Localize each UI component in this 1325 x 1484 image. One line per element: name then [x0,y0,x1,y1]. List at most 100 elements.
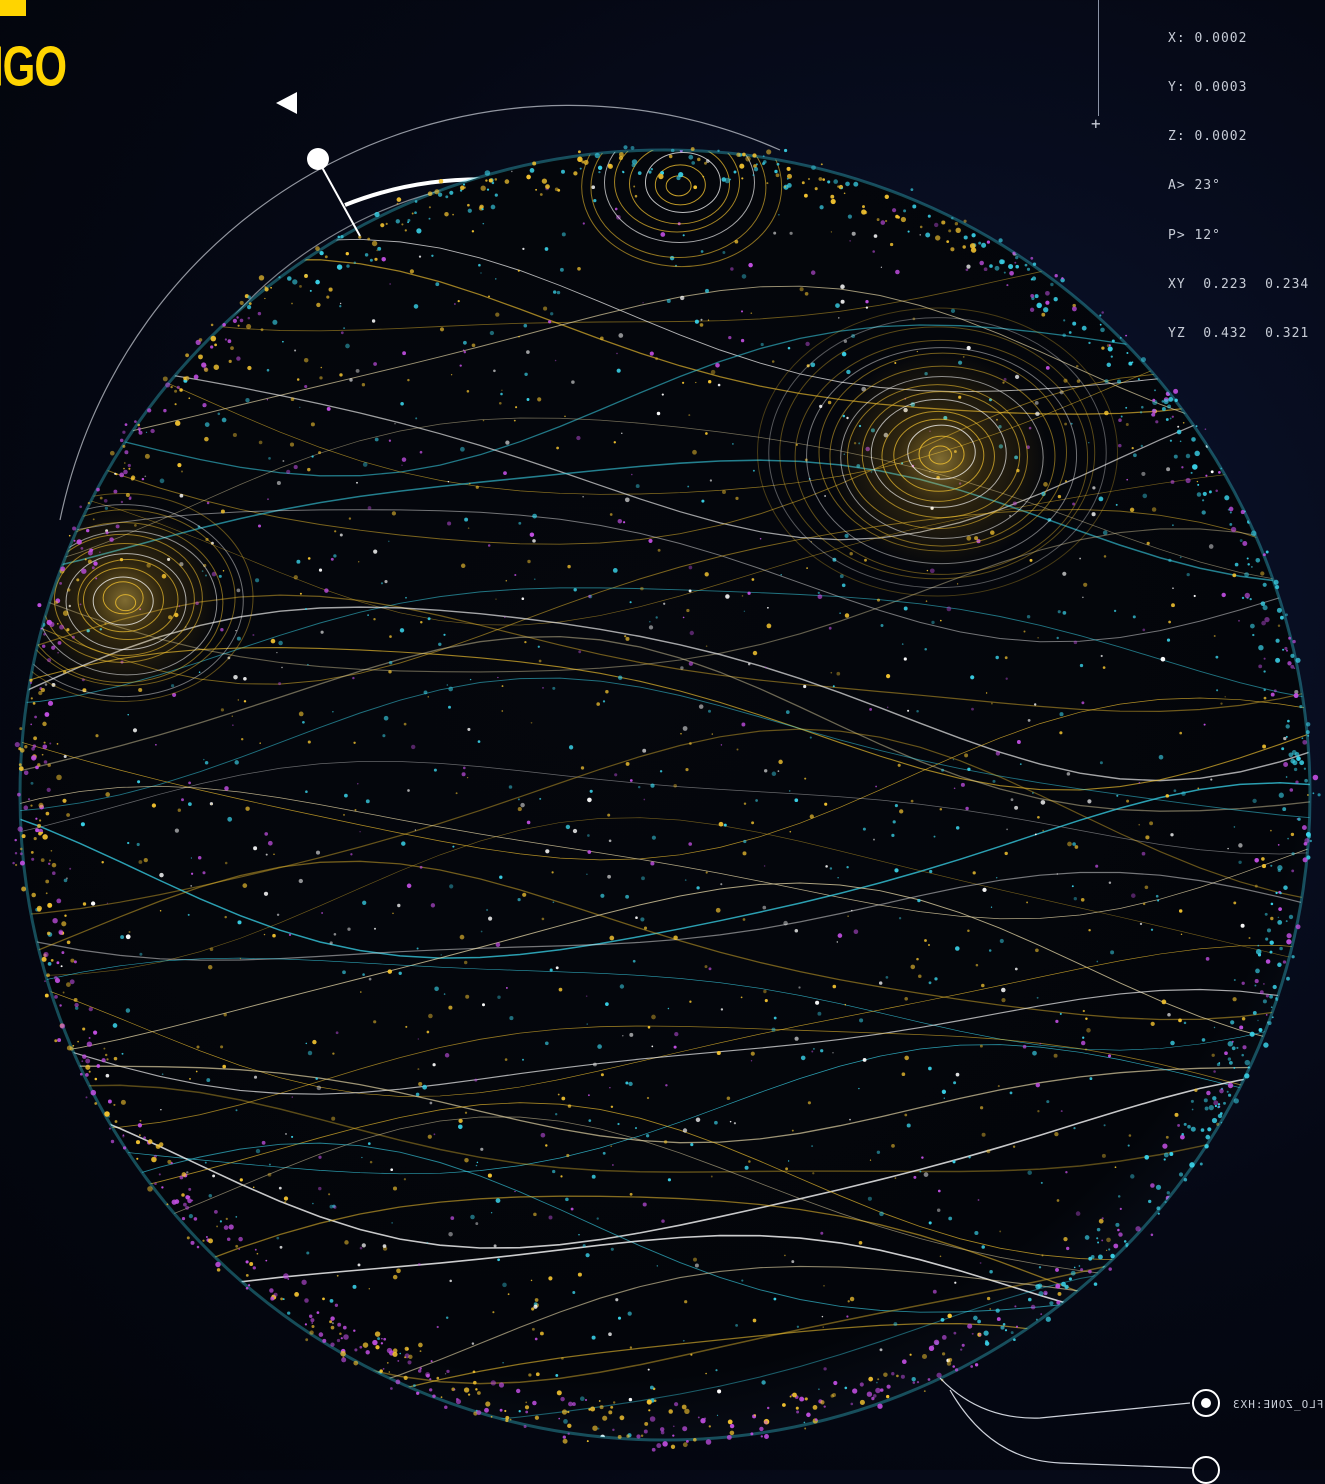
particle [1086,1028,1091,1033]
particle [1203,1098,1208,1103]
readout-line-yz: YZ 0.432 0.321 [1168,326,1310,342]
particle [748,1160,751,1163]
particle [1257,944,1260,947]
rim-particle [95,577,98,580]
particle [548,1276,553,1281]
particle [824,495,827,497]
rim-particle [109,537,114,542]
node-dot-icon[interactable] [307,148,329,170]
rim-particle [1139,411,1143,414]
vortex-ring [840,375,1044,539]
particle [436,1325,439,1329]
particle [1063,1236,1068,1242]
rim-particle [1174,398,1178,402]
particle [1144,885,1149,890]
play-triangle-icon[interactable] [276,92,297,114]
rim-particle [1244,592,1251,599]
rim-particle [128,497,132,500]
particle [188,781,191,785]
particle [212,1174,216,1178]
rim-particle [46,931,51,936]
particle [1073,1127,1076,1130]
particle [841,351,847,357]
particle [589,789,593,793]
rim-particle [44,993,49,998]
rim-particle [43,741,46,744]
vortex-ring [53,542,195,656]
rim-particle [1108,344,1111,347]
particle [278,640,283,646]
particle [310,422,315,427]
particle [965,268,969,272]
rim-particle [198,354,203,360]
particle [44,683,48,686]
particle [629,1192,633,1196]
particle [778,759,783,765]
particle [1150,1021,1155,1027]
particle [990,702,993,705]
rim-particle [1101,311,1104,314]
particle [305,790,308,793]
rim-particle [203,367,209,372]
rim-particle [833,1380,838,1386]
rim-particle [1176,429,1182,435]
particle [814,187,818,191]
particle [511,170,513,173]
particle [829,867,833,870]
rim-particle [724,177,731,184]
particle [879,1211,884,1217]
rim-particle [907,230,910,233]
rim-particle [94,1102,98,1105]
target-node-icon[interactable] [1192,1389,1220,1417]
particle [892,208,897,213]
particle [679,150,683,153]
particle [849,240,851,242]
rim-particle [23,805,29,810]
particle [1062,611,1067,615]
rim-particle [1255,968,1260,974]
particle [919,1170,922,1173]
rim-particle [1012,251,1016,255]
target-node-icon-secondary[interactable] [1192,1456,1220,1484]
particle [649,351,654,356]
particle [1103,555,1107,558]
particle [460,446,465,452]
particle [904,1113,908,1117]
particle [504,1058,508,1061]
particle [578,650,582,654]
particle [531,1327,535,1331]
rim-particle [14,852,18,855]
rim-particle [862,205,865,209]
particle [1165,418,1169,421]
rim-particle [46,787,51,793]
rim-particle [1141,357,1146,363]
rim-particle [1040,1313,1043,1315]
particle [455,792,458,795]
rim-particle [583,159,589,165]
particle [493,369,496,373]
particle [422,1084,427,1090]
stream-line [20,782,1310,959]
particle [1248,937,1251,939]
rim-particle [535,188,538,191]
rim-particle [81,568,87,574]
particle [139,952,143,956]
particle [613,441,616,444]
rim-particle [80,547,84,550]
particle [1080,1040,1086,1046]
rim-particle [1288,752,1294,758]
rim-particle [272,319,278,325]
particle [499,875,503,879]
particle [924,939,927,942]
rim-particle [1183,1122,1187,1126]
particle [680,666,684,670]
particle [263,933,266,936]
rim-particle [672,1425,675,1428]
particle [1001,987,1006,993]
stream-line [20,817,1310,976]
rim-particle [1217,1105,1220,1109]
rim-particle [56,961,60,965]
particle [450,374,453,376]
vortex-ring [614,150,741,233]
rim-particle [1096,1237,1099,1240]
